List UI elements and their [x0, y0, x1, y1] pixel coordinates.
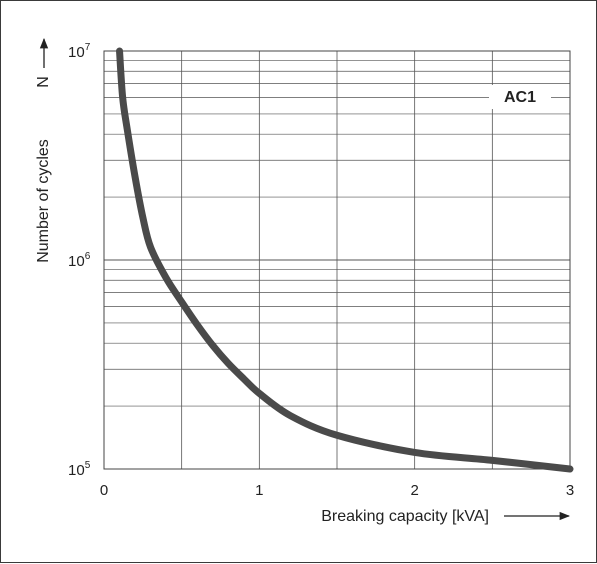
- x-tick-label: 1: [255, 482, 263, 499]
- y-tick-label: 106: [68, 251, 91, 270]
- y-tick-base: 10: [68, 253, 85, 270]
- x-axis-label: Breaking capacity [kVA]: [321, 508, 489, 525]
- grid-lines: [104, 51, 570, 469]
- x-tick-label: 0: [100, 482, 108, 499]
- y-axis-symbol: N: [35, 76, 52, 88]
- y-axis-label: Number of cycles: [35, 139, 52, 263]
- y-tick-exponent: 5: [85, 460, 91, 471]
- y-tick-exponent: 7: [85, 42, 91, 53]
- y-tick-base: 10: [68, 462, 85, 479]
- series-line-0: [116, 47, 574, 473]
- y-tick-exponent: 6: [85, 251, 91, 262]
- y-tick-label: 105: [68, 460, 91, 479]
- x-tick-label: 3: [566, 482, 574, 499]
- x-tick-labels: 0 1 2 3: [100, 482, 574, 499]
- plot-area: [103, 50, 571, 470]
- annotation-ac1: AC1: [504, 89, 536, 106]
- x-tick-label: 2: [410, 482, 418, 499]
- annotation-background: [489, 85, 551, 109]
- y-tick-label: 107: [68, 42, 91, 61]
- y-tick-base: 10: [68, 44, 85, 61]
- series-group: [116, 47, 574, 473]
